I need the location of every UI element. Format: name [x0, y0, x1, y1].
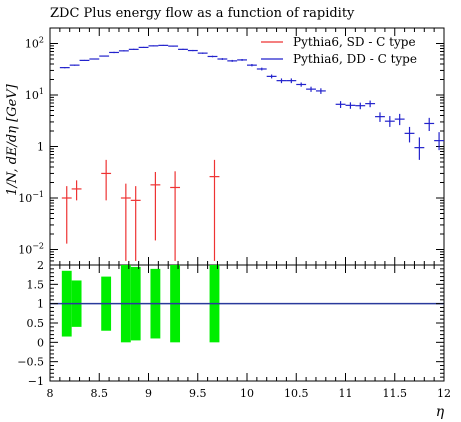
legend-label: Pythia6, DD - C type — [293, 52, 417, 66]
x-tick-label: 10.5 — [284, 387, 309, 400]
x-tick-label: 11.5 — [383, 387, 408, 400]
ratio-y-tick-label: 1.5 — [27, 278, 45, 291]
ratio-y-tick-label: 2 — [37, 259, 44, 272]
chart-title: ZDC Plus energy flow as a function of ra… — [50, 6, 355, 21]
ratio-y-tick-label: 0 — [37, 336, 44, 349]
y-tick-label: 10−1 — [18, 190, 44, 205]
ratio-y-tick-label: 0.5 — [27, 317, 45, 330]
y-tick-label: 102 — [25, 36, 44, 51]
x-tick-label: 8.5 — [91, 387, 109, 400]
ratio-layer — [50, 265, 444, 343]
x-tick-label: 8 — [47, 387, 54, 400]
ratio-y-tick-label: −1 — [28, 375, 44, 388]
ratio-y-tick-label: 1 — [37, 298, 44, 311]
legend-label: Pythia6, SD - C type — [293, 35, 416, 49]
x-tick-label: 9.5 — [189, 387, 207, 400]
data-layer — [59, 44, 444, 261]
legend: Pythia6, SD - C type Pythia6, DD - C type — [261, 35, 417, 66]
y-axis-label: 1/N, dE/dη [GeV] — [5, 83, 20, 195]
x-tick-label: 11 — [339, 387, 353, 400]
x-tick-label: 10 — [240, 387, 254, 400]
y-tick-label: 1 — [37, 141, 44, 154]
x-tick-label: 9 — [145, 387, 152, 400]
main-panel: 10−2 10−1 1 101 102 — [18, 27, 445, 266]
ratio-y-tick-label: −0.5 — [17, 356, 44, 369]
y-tick-label: 10−2 — [18, 241, 44, 256]
ratio-panel: −1−0.500.511.528 8.5 9 9.5 10 10.5 11 11.5 12 — [17, 259, 451, 400]
x-axis-label: η — [436, 404, 445, 420]
x-tick-label: 12 — [437, 387, 451, 400]
y-tick-label: 101 — [25, 87, 44, 102]
